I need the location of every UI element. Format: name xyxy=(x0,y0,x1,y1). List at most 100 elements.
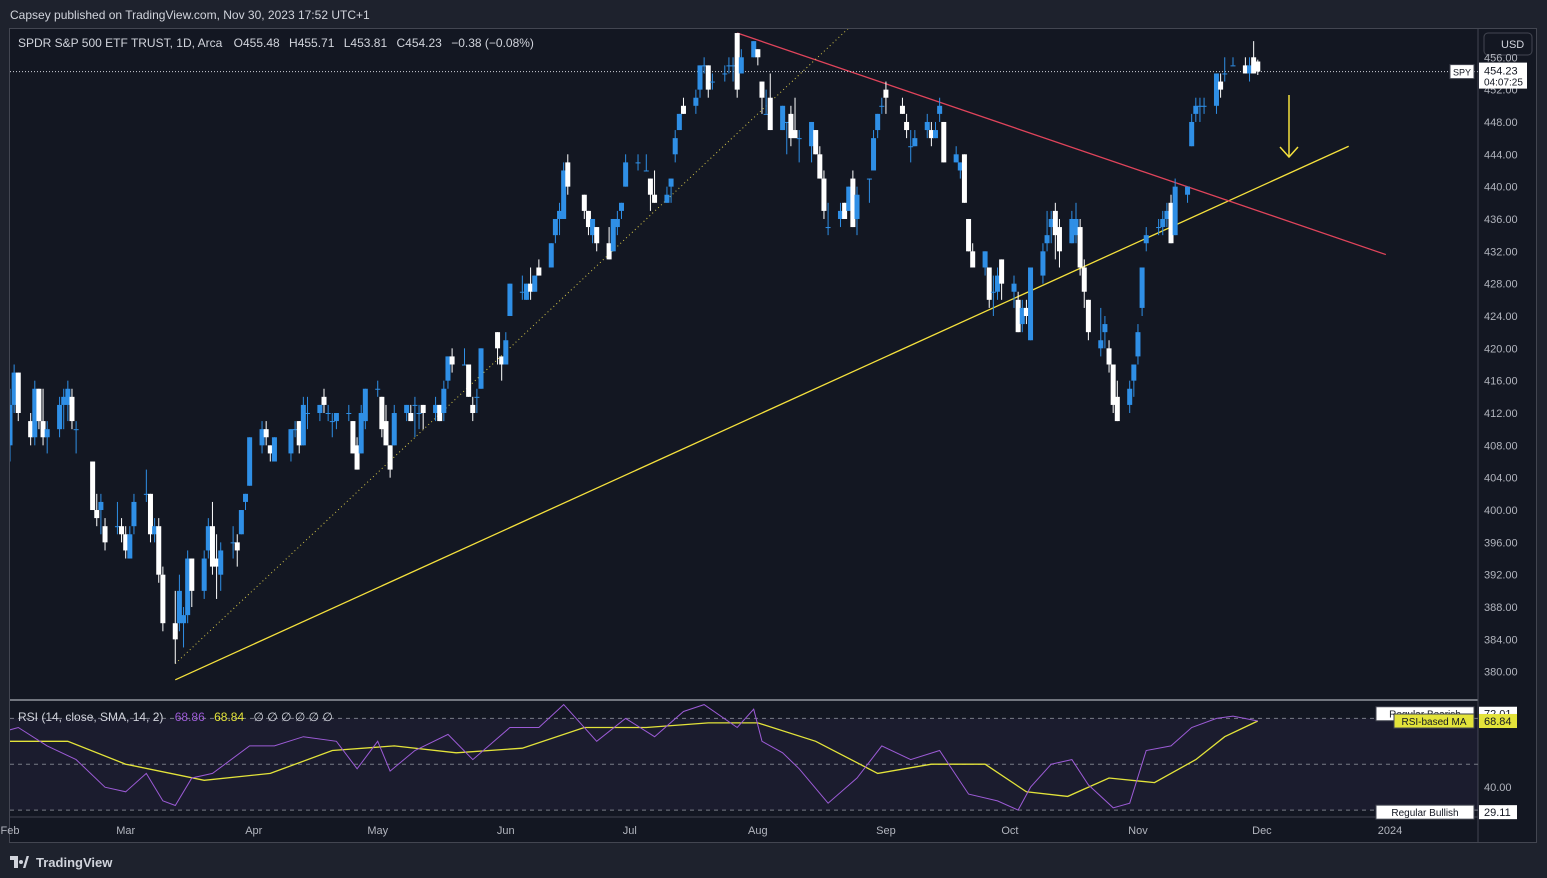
candle xyxy=(990,275,996,316)
candle-body xyxy=(218,550,224,575)
candle xyxy=(1069,210,1075,244)
candle-body xyxy=(961,154,967,203)
last-price-badge xyxy=(1479,62,1527,89)
candle xyxy=(466,364,472,397)
candle-body xyxy=(3,445,8,510)
time-tick-label: Feb xyxy=(1,825,20,837)
candle xyxy=(1102,315,1108,349)
candle-body xyxy=(1242,65,1248,74)
last-price-value: 454.23 xyxy=(1484,66,1518,78)
candle xyxy=(160,566,166,632)
candle-body xyxy=(102,526,108,543)
candle xyxy=(230,526,236,559)
candle-body xyxy=(1201,105,1207,107)
currency-button[interactable]: USD xyxy=(1483,32,1533,56)
candle-body xyxy=(532,275,538,292)
candle-body xyxy=(548,243,554,268)
candle-body xyxy=(734,33,740,90)
candle xyxy=(461,348,467,366)
candle xyxy=(523,283,529,300)
candle xyxy=(300,396,306,446)
candle-body xyxy=(205,526,211,551)
candle xyxy=(181,607,187,648)
candle-body xyxy=(1213,73,1219,106)
time-tick-label: Jul xyxy=(623,825,637,837)
rsi-badge-value: 68.84 xyxy=(1484,716,1512,728)
candle-body xyxy=(263,429,269,438)
candle xyxy=(1081,259,1087,308)
candle-body xyxy=(1048,218,1054,228)
candle xyxy=(1044,210,1050,252)
candle-body xyxy=(552,218,558,236)
candle xyxy=(763,89,769,115)
currency-label: USD xyxy=(1501,39,1524,51)
candle-body xyxy=(1139,267,1145,308)
candle xyxy=(1251,41,1257,74)
candle xyxy=(1098,307,1104,357)
candle xyxy=(44,421,50,454)
ohlc-change: −0.38 (−0.08%) xyxy=(451,36,534,50)
candle-body xyxy=(809,121,815,147)
candle-body xyxy=(437,404,443,422)
candle-body xyxy=(647,178,653,195)
candle xyxy=(1255,59,1261,75)
candle-body xyxy=(519,291,525,293)
candle xyxy=(1011,275,1017,308)
time-tick-label: Jun xyxy=(497,825,515,837)
candle xyxy=(65,380,71,422)
candle xyxy=(1106,340,1112,373)
candle xyxy=(408,404,414,422)
candle xyxy=(441,380,447,422)
rsi-badge-value-box xyxy=(1479,714,1517,729)
candle xyxy=(437,404,443,422)
candle xyxy=(652,170,658,203)
candle xyxy=(635,154,641,171)
candle xyxy=(1218,73,1224,98)
candle xyxy=(875,113,881,139)
candle xyxy=(73,421,79,454)
candle-body xyxy=(1218,81,1224,90)
candle xyxy=(176,574,182,632)
candle xyxy=(114,501,120,535)
candle-body xyxy=(1040,251,1046,276)
candle xyxy=(705,65,711,98)
candle xyxy=(1127,380,1133,414)
candle xyxy=(123,526,129,559)
candle-body xyxy=(445,356,451,381)
candle xyxy=(1156,218,1162,236)
rsi-pane xyxy=(10,703,1259,811)
candle xyxy=(1077,218,1083,276)
candle-body xyxy=(329,421,335,423)
candle-body xyxy=(697,65,703,90)
candle-body xyxy=(304,413,310,415)
candle-body xyxy=(1077,227,1083,268)
candle xyxy=(1052,202,1058,260)
time-tick-label: Mar xyxy=(116,825,135,837)
candle-body xyxy=(379,396,385,430)
candle-body xyxy=(722,73,728,75)
candle xyxy=(28,413,34,446)
published-info: Capsey published on TradingView.com, Nov… xyxy=(10,8,370,22)
candle-body xyxy=(1073,218,1079,236)
rsi-badge-label: RSI-based MA xyxy=(1401,717,1466,728)
price-tick-label: 456.00 xyxy=(1484,52,1518,64)
candle-body xyxy=(883,89,889,98)
candle xyxy=(1143,227,1149,252)
candle xyxy=(664,186,670,203)
chart-layers xyxy=(10,29,1479,843)
candle xyxy=(850,170,856,228)
candle-body xyxy=(561,170,567,219)
candle-body xyxy=(875,113,881,131)
candle-body xyxy=(1015,299,1021,333)
candle xyxy=(809,121,815,163)
candle-body xyxy=(854,194,860,219)
candle xyxy=(119,518,125,543)
rsi-tick-label: 40.00 xyxy=(1484,782,1512,794)
candle xyxy=(842,202,848,219)
candle xyxy=(40,388,46,446)
candle-body xyxy=(189,558,195,591)
candle xyxy=(904,113,910,139)
candle-body xyxy=(147,493,153,535)
footer: TradingView xyxy=(10,852,112,872)
